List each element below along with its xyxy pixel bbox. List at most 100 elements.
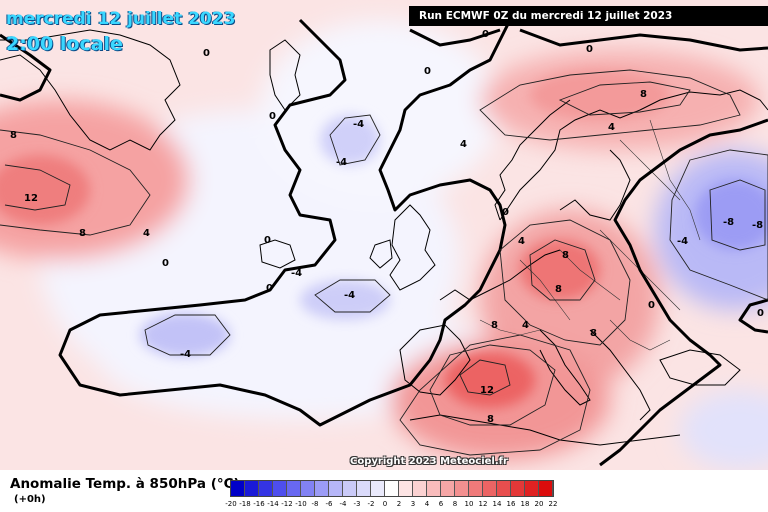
color-scale-cell: [371, 481, 385, 496]
contour-label: 8: [640, 89, 647, 100]
color-scale-cell: [385, 481, 399, 496]
contour-label: 0: [266, 283, 273, 294]
color-scale-tick: -10: [295, 500, 307, 508]
contour-label: 12: [480, 385, 494, 396]
run-info-banner: Run ECMWF 0Z du mercredi 12 juillet 2023: [409, 6, 768, 26]
contour-label: 0: [502, 207, 509, 218]
color-scale-cell: [357, 481, 371, 496]
contour-label: 8: [491, 320, 498, 331]
color-scale-tick: -18: [239, 500, 251, 508]
color-scale: [230, 480, 554, 497]
svalbard-coast: [269, 39, 301, 111]
contour-scandinavia-4: [479, 69, 741, 141]
contour-label: 4: [608, 122, 615, 133]
color-scale-cell: [343, 481, 357, 496]
color-scale-cell: [287, 481, 301, 496]
contour-label: 4: [143, 228, 150, 239]
contour-label: 0: [424, 66, 431, 77]
balkans-coast: [589, 329, 651, 421]
temperature-anomaly-map: 0 0 0 0 0 8 12 8 4 0 -4 -4 4 8 4 0 -4 0 …: [0, 0, 768, 470]
copyright-notice: Copyright 2023 Meteociel.fr: [350, 456, 508, 467]
contour-med-8: [429, 344, 556, 426]
contour-scandinavia-8: [558, 81, 691, 116]
contour-label: 0: [586, 44, 593, 55]
border-line: [519, 259, 571, 321]
contour-med-12: [459, 359, 511, 396]
zero-contour-atlantic: [58, 8, 531, 427]
color-scale-cell: [441, 481, 455, 496]
color-scale-labels: -20 -18 -16 -14 -12 -10 -8 -6 -4 -3 -2 0 2 3 4 6 8 10 12 14…: [225, 500, 570, 512]
neutral-north-atlantic-area: [260, 20, 500, 200]
contour-label: 0: [264, 235, 271, 246]
contour-atlantic-4b: [314, 279, 391, 313]
color-scale-tick: 20: [534, 500, 544, 508]
color-scale-cell: [525, 481, 539, 496]
contour-label: 12: [24, 193, 38, 204]
color-scale-tick: 4: [424, 500, 430, 508]
cold-north-atlantic-cell: [320, 115, 380, 165]
ireland-coast: [369, 239, 393, 269]
contour-label: -4: [344, 290, 355, 301]
color-scale-tick: 2: [396, 500, 402, 508]
contour-label: 8: [562, 250, 569, 261]
contour-label: -4: [677, 236, 688, 247]
contour-north-atlantic-4: [329, 114, 381, 166]
warm-scandinavia-core: [530, 70, 670, 120]
color-scale-cell: [483, 481, 497, 496]
color-scale-cell: [497, 481, 511, 496]
color-scale-cell: [511, 481, 525, 496]
contour-label: 0: [648, 300, 655, 311]
contour-label: -8: [723, 217, 734, 228]
cold-russia-core: [695, 180, 768, 250]
contour-europe-4: [499, 219, 631, 346]
baltic-coast: [559, 149, 631, 221]
zero-contour-scandinavia: [519, 28, 768, 52]
color-scale-tick: 18: [520, 500, 530, 508]
zero-contour-greenland: [0, 33, 52, 102]
contour-label: 8: [487, 414, 494, 425]
color-scale-tick: 14: [492, 500, 502, 508]
black-sea-coast: [659, 349, 741, 386]
contour-med-4: [399, 334, 591, 456]
color-scale-tick: 3: [410, 500, 416, 508]
lead-time: (+0h): [14, 494, 46, 505]
contour-label: 4: [518, 236, 525, 247]
border-line: [619, 139, 681, 201]
border-line: [479, 319, 541, 336]
color-scale-tick: -16: [253, 500, 265, 508]
forecast-date: mercredi 12 juillet 2023: [6, 9, 236, 29]
contour-label: 8: [555, 284, 562, 295]
cold-southeast-area: [680, 390, 768, 470]
color-scale-cell: [231, 481, 245, 496]
hot-mediterranean-core: [445, 352, 535, 408]
contour-label: 0: [269, 111, 276, 122]
color-scale-tick: -3: [353, 500, 361, 508]
contour-label: 8: [590, 328, 597, 339]
color-scale-cell: [427, 481, 441, 496]
color-scale-tick: -6: [325, 500, 333, 508]
contour-label: 0: [757, 308, 764, 319]
color-scale-cell: [245, 481, 259, 496]
color-scale-tick: -12: [281, 500, 293, 508]
zero-isotherm-contours: [0, 8, 768, 467]
zero-contour-southeast: [738, 298, 768, 334]
europe-west-coast: [439, 249, 561, 301]
greenland-coast: [0, 29, 181, 151]
color-scale-cell: [259, 481, 273, 496]
zero-contour-north: [409, 28, 501, 47]
contour-label: 8: [10, 130, 17, 141]
contour-label: -4: [353, 119, 364, 130]
color-scale-cell: [399, 481, 413, 496]
color-scale-tick: 6: [438, 500, 444, 508]
anomaly-contours: [0, 69, 768, 456]
contour-label: 0: [482, 29, 489, 40]
contour-atlantic-4: [144, 314, 231, 356]
color-scale-tick: 0: [382, 500, 388, 508]
color-scale-cell: [413, 481, 427, 496]
color-scale-cell: [455, 481, 469, 496]
color-scale-tick: 8: [452, 500, 458, 508]
contour-russia-4: [669, 149, 768, 301]
contour-label: 0: [203, 48, 210, 59]
color-scale-tick: -14: [267, 500, 279, 508]
color-scale-tick: 10: [464, 500, 474, 508]
